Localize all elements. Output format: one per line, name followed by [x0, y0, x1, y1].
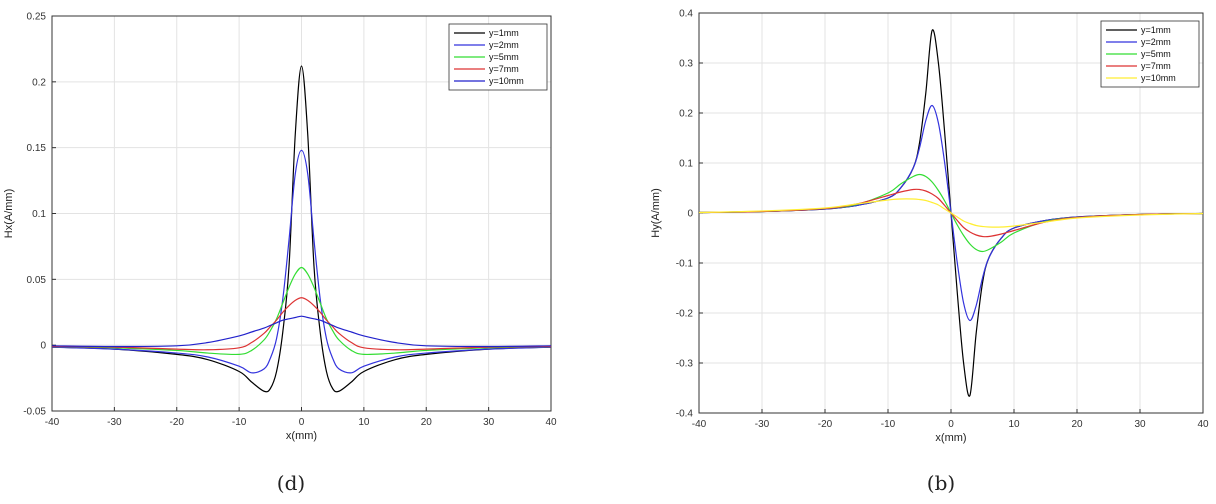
y-tick-label: 0 — [40, 341, 46, 352]
y-tick-label: 0.05 — [27, 275, 47, 286]
x-tick-label: -10 — [232, 417, 247, 428]
series-line-y=7mm — [51, 297, 552, 351]
figure-caption: (b) — [927, 471, 955, 495]
legend-entry: y=5mm — [1141, 49, 1171, 59]
y-tick-label: -0.2 — [676, 309, 694, 320]
y-tick-label: -0.4 — [676, 409, 694, 420]
x-tick-label: 20 — [421, 417, 433, 428]
y-tick-label: 0.1 — [679, 159, 693, 170]
legend-entry: y=1mm — [489, 28, 519, 38]
legend-entry: y=7mm — [489, 64, 519, 74]
y-tick-label: 0.2 — [679, 109, 693, 120]
y-tick-label: 0.1 — [32, 209, 46, 220]
x-tick-label: -20 — [818, 419, 833, 430]
legend-entry: y=10mm — [1141, 73, 1176, 83]
legend-entry: y=2mm — [489, 40, 519, 50]
x-tick-label: -30 — [755, 419, 770, 430]
series-line-y=10mm — [698, 198, 1204, 228]
legend-entry: y=1mm — [1141, 25, 1171, 35]
series-line-y=2mm — [51, 149, 552, 374]
legend-entry: y=7mm — [1141, 61, 1171, 71]
x-tick-label: 20 — [1071, 419, 1083, 430]
y-tick-label: -0.05 — [23, 407, 46, 418]
x-axis-label: x(mm) — [286, 430, 317, 442]
x-tick-label: -10 — [881, 419, 896, 430]
x-tick-label: 40 — [1197, 419, 1209, 430]
y-tick-label: -0.1 — [676, 259, 694, 270]
legend-entry: y=5mm — [489, 52, 519, 62]
chart-1: -40 -30 -20 -10 0 10 20 30 40 -0.05 0 0.05 0.1 0.15 0.… — [3, 12, 557, 443]
series-line-y=1mm — [51, 65, 552, 393]
y-tick-label: 0.3 — [679, 59, 693, 70]
legend: y=1mm y=2mm y=5mm y=7mm y=10mm — [448, 23, 548, 91]
x-tick-label: 0 — [299, 417, 305, 428]
series-line-y=10mm — [51, 315, 552, 348]
y-tick-label: -0.3 — [676, 359, 694, 370]
legend: y=1mm y=2mm y=5mm y=7mm y=10mm — [1100, 20, 1200, 88]
x-tick-label: 30 — [1134, 419, 1146, 430]
y-axis-label: Hy(A/mm) — [650, 188, 662, 238]
y-tick-label: 0.15 — [27, 143, 47, 154]
x-tick-label: 10 — [1008, 419, 1020, 430]
y-tick-label: 0.4 — [679, 9, 693, 20]
y-tick-label: 0 — [687, 209, 693, 220]
legend-entry: y=10mm — [489, 76, 524, 86]
x-tick-label: -40 — [692, 419, 707, 430]
figure-caption: (d) — [277, 471, 305, 495]
x-tick-label: -40 — [45, 417, 60, 428]
x-tick-label: 10 — [358, 417, 370, 428]
legend-entry: y=2mm — [1141, 37, 1171, 47]
x-axis-label: x(mm) — [935, 432, 966, 444]
y-axis-label: Hx(A/mm) — [3, 189, 15, 239]
y-tick-label: 0.2 — [32, 77, 46, 88]
x-tick-label: 30 — [483, 417, 495, 428]
y-tick-label: 0.25 — [27, 12, 47, 23]
chart-2: -40 -30 -20 -10 0 10 20 30 40 -0.4 -0.3 -0.2 -0.1 0 0.… — [650, 9, 1209, 445]
x-tick-label: -20 — [170, 417, 185, 428]
x-tick-label: 0 — [948, 419, 954, 430]
x-tick-label: -30 — [107, 417, 122, 428]
x-tick-label: 40 — [545, 417, 557, 428]
series-line-y=5mm — [51, 266, 552, 356]
